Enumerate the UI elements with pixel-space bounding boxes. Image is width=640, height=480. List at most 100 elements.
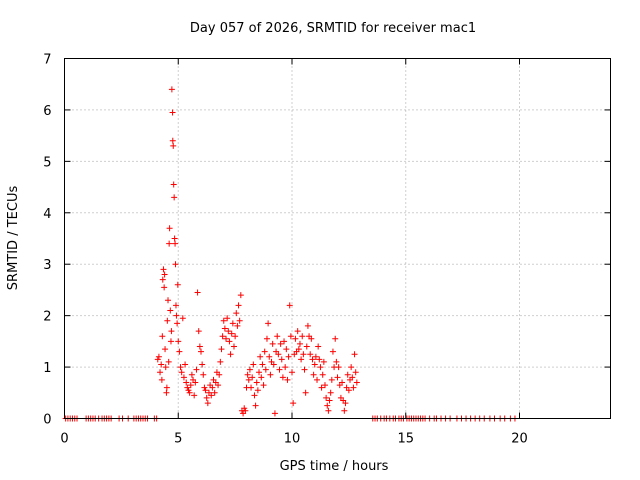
data-point <box>191 392 198 399</box>
x-tick-label: 0 <box>60 432 68 447</box>
data-point <box>325 407 332 414</box>
x-tick-labels: 0 5 10 15 20 <box>60 432 527 447</box>
data-point <box>211 389 218 396</box>
data-point <box>301 366 308 373</box>
data-point <box>319 371 326 378</box>
data-point <box>232 333 239 340</box>
data-point <box>168 328 175 335</box>
y-tick-label: 4 <box>43 207 51 222</box>
data-point <box>286 302 293 309</box>
data-point <box>158 376 165 383</box>
data-point <box>169 109 176 116</box>
data-point <box>172 240 179 247</box>
data-point <box>164 317 171 324</box>
data-point <box>187 382 194 389</box>
data-point <box>246 366 253 373</box>
data-point <box>175 338 182 345</box>
data-point <box>294 328 301 335</box>
data-point <box>314 376 321 383</box>
data-point <box>296 340 303 347</box>
data-point <box>233 310 240 317</box>
data-point <box>179 315 186 322</box>
x-tick-label: 15 <box>397 432 414 447</box>
data-point <box>289 369 295 376</box>
data-point <box>353 379 360 386</box>
data-point <box>295 346 302 353</box>
data-point <box>159 333 166 340</box>
data-point <box>220 317 227 324</box>
data-point <box>260 382 267 389</box>
data-point <box>254 387 261 394</box>
y-tick-labels: 0 1 2 3 4 5 6 7 <box>43 53 51 428</box>
data-point <box>200 371 207 378</box>
data-point <box>163 384 170 391</box>
data-point <box>184 384 191 391</box>
data-point <box>170 181 177 188</box>
data-point <box>298 356 305 363</box>
data-point <box>196 343 203 350</box>
data-point <box>154 356 161 363</box>
data-point <box>266 353 273 360</box>
data-point <box>345 387 352 394</box>
data-point <box>202 387 209 394</box>
data-point <box>281 338 288 345</box>
data-point <box>333 358 340 365</box>
data-point <box>324 402 331 409</box>
data-point <box>167 338 174 345</box>
data-point <box>321 382 328 389</box>
data-point <box>161 284 168 291</box>
data-point <box>265 320 272 327</box>
data-point <box>276 366 283 373</box>
data-point <box>327 389 334 396</box>
data-point <box>194 289 201 296</box>
data-point <box>279 374 286 381</box>
data-point <box>310 371 317 378</box>
data-point <box>257 353 264 360</box>
y-tick-label: 0 <box>43 413 51 428</box>
data-point <box>192 379 199 386</box>
data-point <box>160 266 167 273</box>
data-point <box>350 384 357 391</box>
data-point <box>349 374 356 381</box>
data-point <box>178 369 185 376</box>
data-point <box>253 379 260 386</box>
data-point <box>334 374 341 381</box>
data-point <box>283 346 290 353</box>
data-point <box>249 374 256 381</box>
data-point <box>269 340 276 347</box>
data-point <box>282 364 289 371</box>
data-point <box>252 402 259 409</box>
data-point <box>290 400 297 407</box>
data-point <box>335 364 342 371</box>
data-point <box>326 397 333 404</box>
data-point <box>341 407 348 414</box>
data-point <box>275 351 282 358</box>
data-point <box>186 389 193 396</box>
data-point <box>169 137 176 144</box>
data-point <box>216 371 223 378</box>
data-point <box>251 392 258 399</box>
data-point <box>277 340 284 347</box>
data-point <box>259 361 266 368</box>
data-point <box>162 346 169 353</box>
data-point <box>195 328 202 335</box>
data-point <box>215 382 222 389</box>
axis-ticks <box>64 58 611 419</box>
data-point <box>308 335 315 342</box>
y-tick-label: 3 <box>43 258 51 273</box>
data-point <box>237 292 244 299</box>
data-point <box>263 335 270 342</box>
y-tick-label: 6 <box>43 104 51 119</box>
data-point <box>182 361 189 368</box>
data-point <box>274 333 281 340</box>
data-point <box>223 335 230 342</box>
data-point <box>284 376 291 383</box>
x-tick-label: 5 <box>174 432 182 447</box>
data-point <box>348 364 355 371</box>
data-point <box>244 371 251 378</box>
data-point <box>271 410 278 417</box>
data-point <box>241 405 248 412</box>
data-point <box>198 348 204 355</box>
data-point <box>170 142 177 149</box>
data-point <box>287 333 294 340</box>
